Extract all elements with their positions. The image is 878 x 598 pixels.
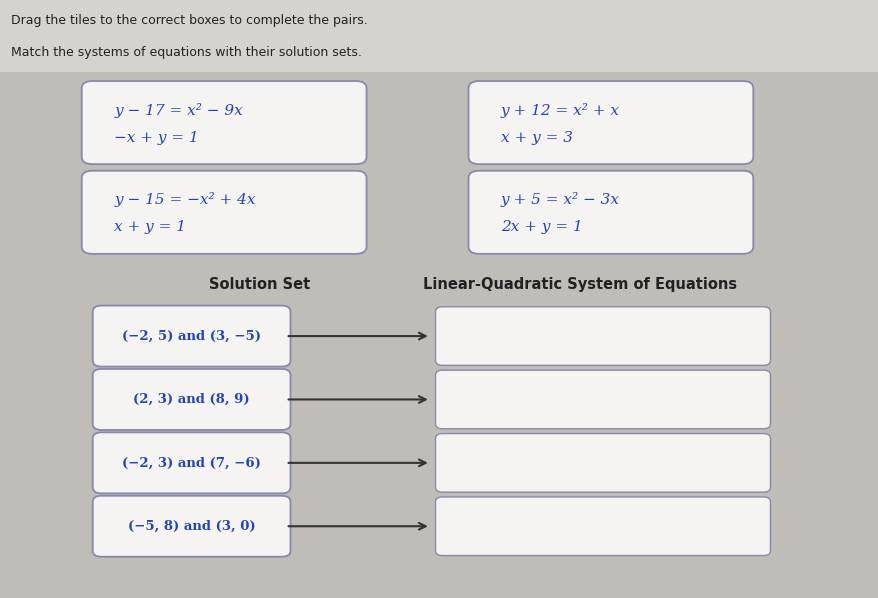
Text: Drag the tiles to the correct boxes to complete the pairs.: Drag the tiles to the correct boxes to c…	[11, 14, 367, 28]
Text: y + 12 = x² + x: y + 12 = x² + x	[500, 103, 619, 118]
FancyBboxPatch shape	[93, 432, 291, 493]
Text: (−2, 5) and (3, −5): (−2, 5) and (3, −5)	[122, 329, 261, 343]
FancyBboxPatch shape	[0, 0, 878, 72]
Text: y − 17 = x² − 9x: y − 17 = x² − 9x	[114, 103, 242, 118]
FancyBboxPatch shape	[93, 306, 291, 367]
FancyBboxPatch shape	[82, 171, 366, 254]
FancyBboxPatch shape	[435, 497, 769, 556]
FancyBboxPatch shape	[468, 171, 752, 254]
FancyBboxPatch shape	[435, 434, 769, 492]
Text: (−5, 8) and (3, 0): (−5, 8) and (3, 0)	[127, 520, 255, 533]
FancyBboxPatch shape	[435, 370, 769, 429]
FancyBboxPatch shape	[93, 369, 291, 430]
Text: y + 5 = x² − 3x: y + 5 = x² − 3x	[500, 193, 619, 208]
Text: −x + y = 1: −x + y = 1	[114, 131, 198, 145]
FancyBboxPatch shape	[468, 81, 752, 164]
Text: Match the systems of equations with their solution sets.: Match the systems of equations with thei…	[11, 45, 361, 59]
FancyBboxPatch shape	[93, 496, 291, 557]
Text: Linear-Quadratic System of Equations: Linear-Quadratic System of Equations	[422, 276, 737, 292]
Text: Solution Set: Solution Set	[208, 276, 310, 292]
FancyBboxPatch shape	[435, 307, 769, 365]
Text: x + y = 1: x + y = 1	[114, 221, 186, 234]
Text: y − 15 = −x² + 4x: y − 15 = −x² + 4x	[114, 193, 255, 208]
Text: x + y = 3: x + y = 3	[500, 131, 572, 145]
FancyBboxPatch shape	[82, 81, 366, 164]
Text: (−2, 3) and (7, −6): (−2, 3) and (7, −6)	[122, 456, 261, 469]
Text: (2, 3) and (8, 9): (2, 3) and (8, 9)	[133, 393, 249, 406]
Text: 2x + y = 1: 2x + y = 1	[500, 221, 582, 234]
